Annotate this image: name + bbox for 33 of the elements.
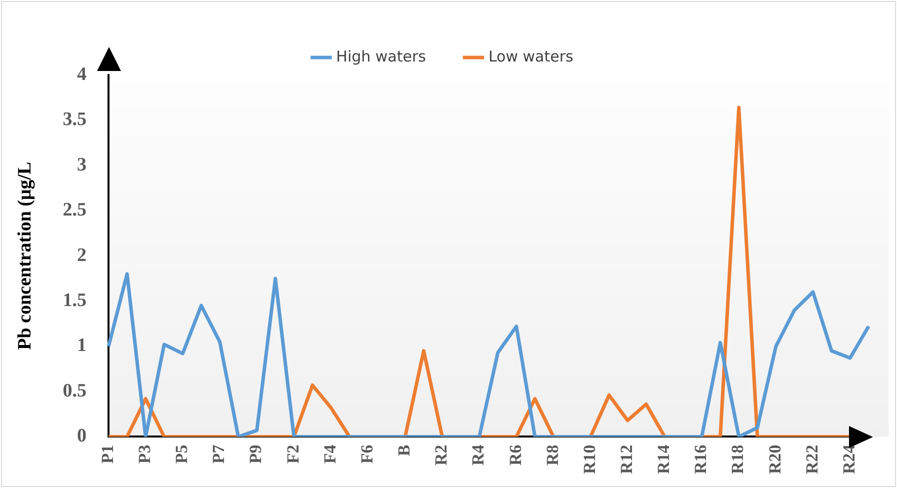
y-tick-label: 0	[77, 426, 87, 447]
y-tick-label: 3.5	[62, 109, 87, 130]
x-tick-label: R12	[617, 444, 636, 474]
y-tick-label: 2	[77, 244, 87, 266]
x-tick-label: R20	[765, 444, 784, 474]
y-tick-label: 4	[77, 64, 88, 85]
x-tick-label: R8	[542, 444, 562, 466]
x-tick-label: F4	[320, 444, 340, 464]
y-tick-label: 0.5	[62, 380, 87, 402]
legend-label: High waters	[336, 47, 426, 66]
y-tick-label: 1	[77, 335, 87, 356]
x-tick-label: P1	[98, 444, 117, 464]
x-tick-label: F6	[357, 444, 376, 464]
y-axis-title: Pb concentration (μg/L	[14, 162, 36, 350]
x-tick-label: R2	[432, 444, 451, 466]
x-tick-label: R24	[839, 444, 858, 474]
x-tick-label: R16	[691, 444, 710, 474]
x-tick-label: P3	[135, 444, 154, 464]
x-tick-label: P5	[172, 444, 192, 464]
x-tick-label: R4	[468, 444, 488, 466]
x-tick-label: R6	[506, 444, 525, 466]
x-tick-label: B	[394, 444, 414, 456]
x-tick-label: R14	[654, 444, 674, 474]
x-tick-label: R10	[580, 444, 599, 474]
x-tick-label: P7	[209, 444, 228, 464]
x-tick-label: P9	[246, 444, 266, 464]
y-tick-label: 1.5	[62, 290, 87, 311]
y-tick-label: 2.5	[62, 200, 87, 221]
x-tick-label: R22	[802, 444, 822, 474]
legend-label: Low waters	[488, 47, 574, 66]
x-tick-label: F2	[283, 444, 302, 464]
y-tick-label: 3	[77, 154, 87, 176]
x-tick-label: R18	[728, 444, 748, 474]
